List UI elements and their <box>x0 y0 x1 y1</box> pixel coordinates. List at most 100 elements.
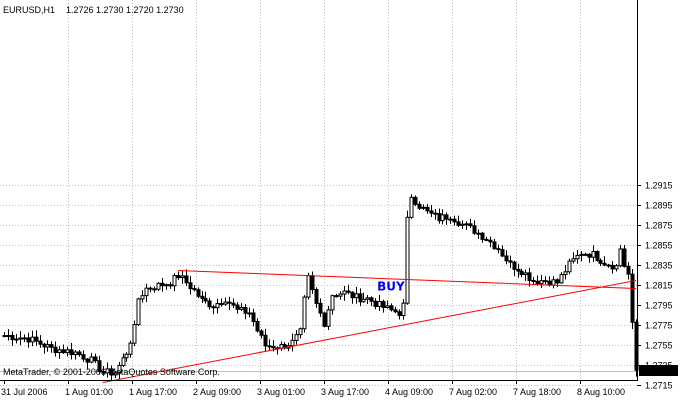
candle <box>251 308 256 327</box>
candle <box>77 350 82 357</box>
candle-body <box>413 196 418 205</box>
trendline[interactable] <box>177 270 637 289</box>
candle <box>34 330 39 346</box>
candle <box>369 296 374 307</box>
candle-body <box>476 232 481 235</box>
time-tick-label: 31 Jul 2006 <box>1 387 48 397</box>
candle <box>579 250 584 262</box>
candle <box>385 300 390 309</box>
candle <box>630 269 635 329</box>
candle <box>365 294 370 304</box>
candle <box>57 346 62 359</box>
candle <box>152 286 157 293</box>
candle <box>595 250 600 262</box>
candle-body <box>559 274 564 284</box>
candle-body <box>188 282 193 290</box>
candle-body <box>65 349 70 354</box>
candle-body <box>452 218 457 223</box>
candle <box>358 288 363 307</box>
candle-body <box>121 357 126 366</box>
candle-body <box>583 253 588 256</box>
candle-body <box>267 345 272 348</box>
candle <box>433 209 438 220</box>
candle <box>531 276 536 285</box>
candle-body <box>211 306 216 309</box>
trendlines[interactable] <box>102 270 637 383</box>
candle <box>223 297 228 306</box>
candle-body <box>73 351 78 356</box>
buy-annotation[interactable]: BUY <box>377 280 405 294</box>
candle-body <box>440 214 445 222</box>
candle <box>381 299 386 313</box>
price-tick-label: 1.2855 <box>645 241 673 251</box>
candle-body <box>358 293 363 303</box>
candle <box>314 287 319 308</box>
candle <box>81 350 86 362</box>
candle-body <box>223 301 228 305</box>
candle <box>488 236 493 248</box>
time-tick-label: 7 Aug 18:00 <box>513 387 561 397</box>
candle <box>105 362 110 378</box>
candle <box>124 352 129 362</box>
price-tick-label: 1.2715 <box>645 381 673 391</box>
candle <box>148 286 153 293</box>
candle-body <box>595 250 600 262</box>
candle-body <box>14 338 19 341</box>
candle-body <box>563 271 568 276</box>
candle-body <box>468 223 473 227</box>
candle <box>492 239 497 250</box>
candle <box>219 298 224 307</box>
candle-body <box>555 279 560 284</box>
candle <box>500 245 505 258</box>
candle <box>45 340 50 352</box>
candle <box>318 298 323 318</box>
candle <box>302 295 307 333</box>
candle <box>326 305 331 331</box>
candle-body <box>2 335 7 338</box>
candle <box>571 252 576 264</box>
candle-body <box>263 334 268 347</box>
candle <box>160 277 165 292</box>
candle-body <box>294 334 299 341</box>
candle-body <box>140 295 145 300</box>
candle <box>484 236 489 242</box>
candle <box>472 220 477 235</box>
candle <box>559 272 564 284</box>
price-tick-label: 1.2795 <box>645 301 673 311</box>
candle-body <box>109 368 114 376</box>
candle <box>306 272 311 300</box>
candle <box>184 269 189 287</box>
candle-body <box>81 354 86 360</box>
candle-body <box>543 280 548 283</box>
candle-body <box>389 305 394 311</box>
current-price-marker: 1.2730 <box>639 365 678 376</box>
candle <box>101 366 106 376</box>
candle-body <box>535 280 540 285</box>
candle-body <box>571 258 576 262</box>
candle <box>440 209 445 225</box>
candle-body <box>148 287 153 290</box>
candle <box>448 216 453 224</box>
candle <box>85 357 90 369</box>
candle <box>504 250 509 265</box>
candle-body <box>105 368 110 374</box>
candle <box>294 329 299 345</box>
candle <box>543 276 548 285</box>
candle-body <box>227 301 232 304</box>
trendline[interactable] <box>102 280 637 383</box>
candle-body <box>496 248 501 251</box>
candle <box>338 291 343 300</box>
candle-body <box>203 297 208 302</box>
candle <box>231 298 236 309</box>
candle-body <box>219 303 224 306</box>
candle-body <box>176 275 181 279</box>
chart-header-symbol: EURUSD,H1 <box>3 5 55 15</box>
price-tick-label: 1.2815 <box>645 281 673 291</box>
candle-body <box>373 300 378 307</box>
candle-body <box>271 345 276 349</box>
price-tick-label: 1.2895 <box>645 201 673 211</box>
candle <box>346 284 351 295</box>
candle <box>598 258 603 267</box>
